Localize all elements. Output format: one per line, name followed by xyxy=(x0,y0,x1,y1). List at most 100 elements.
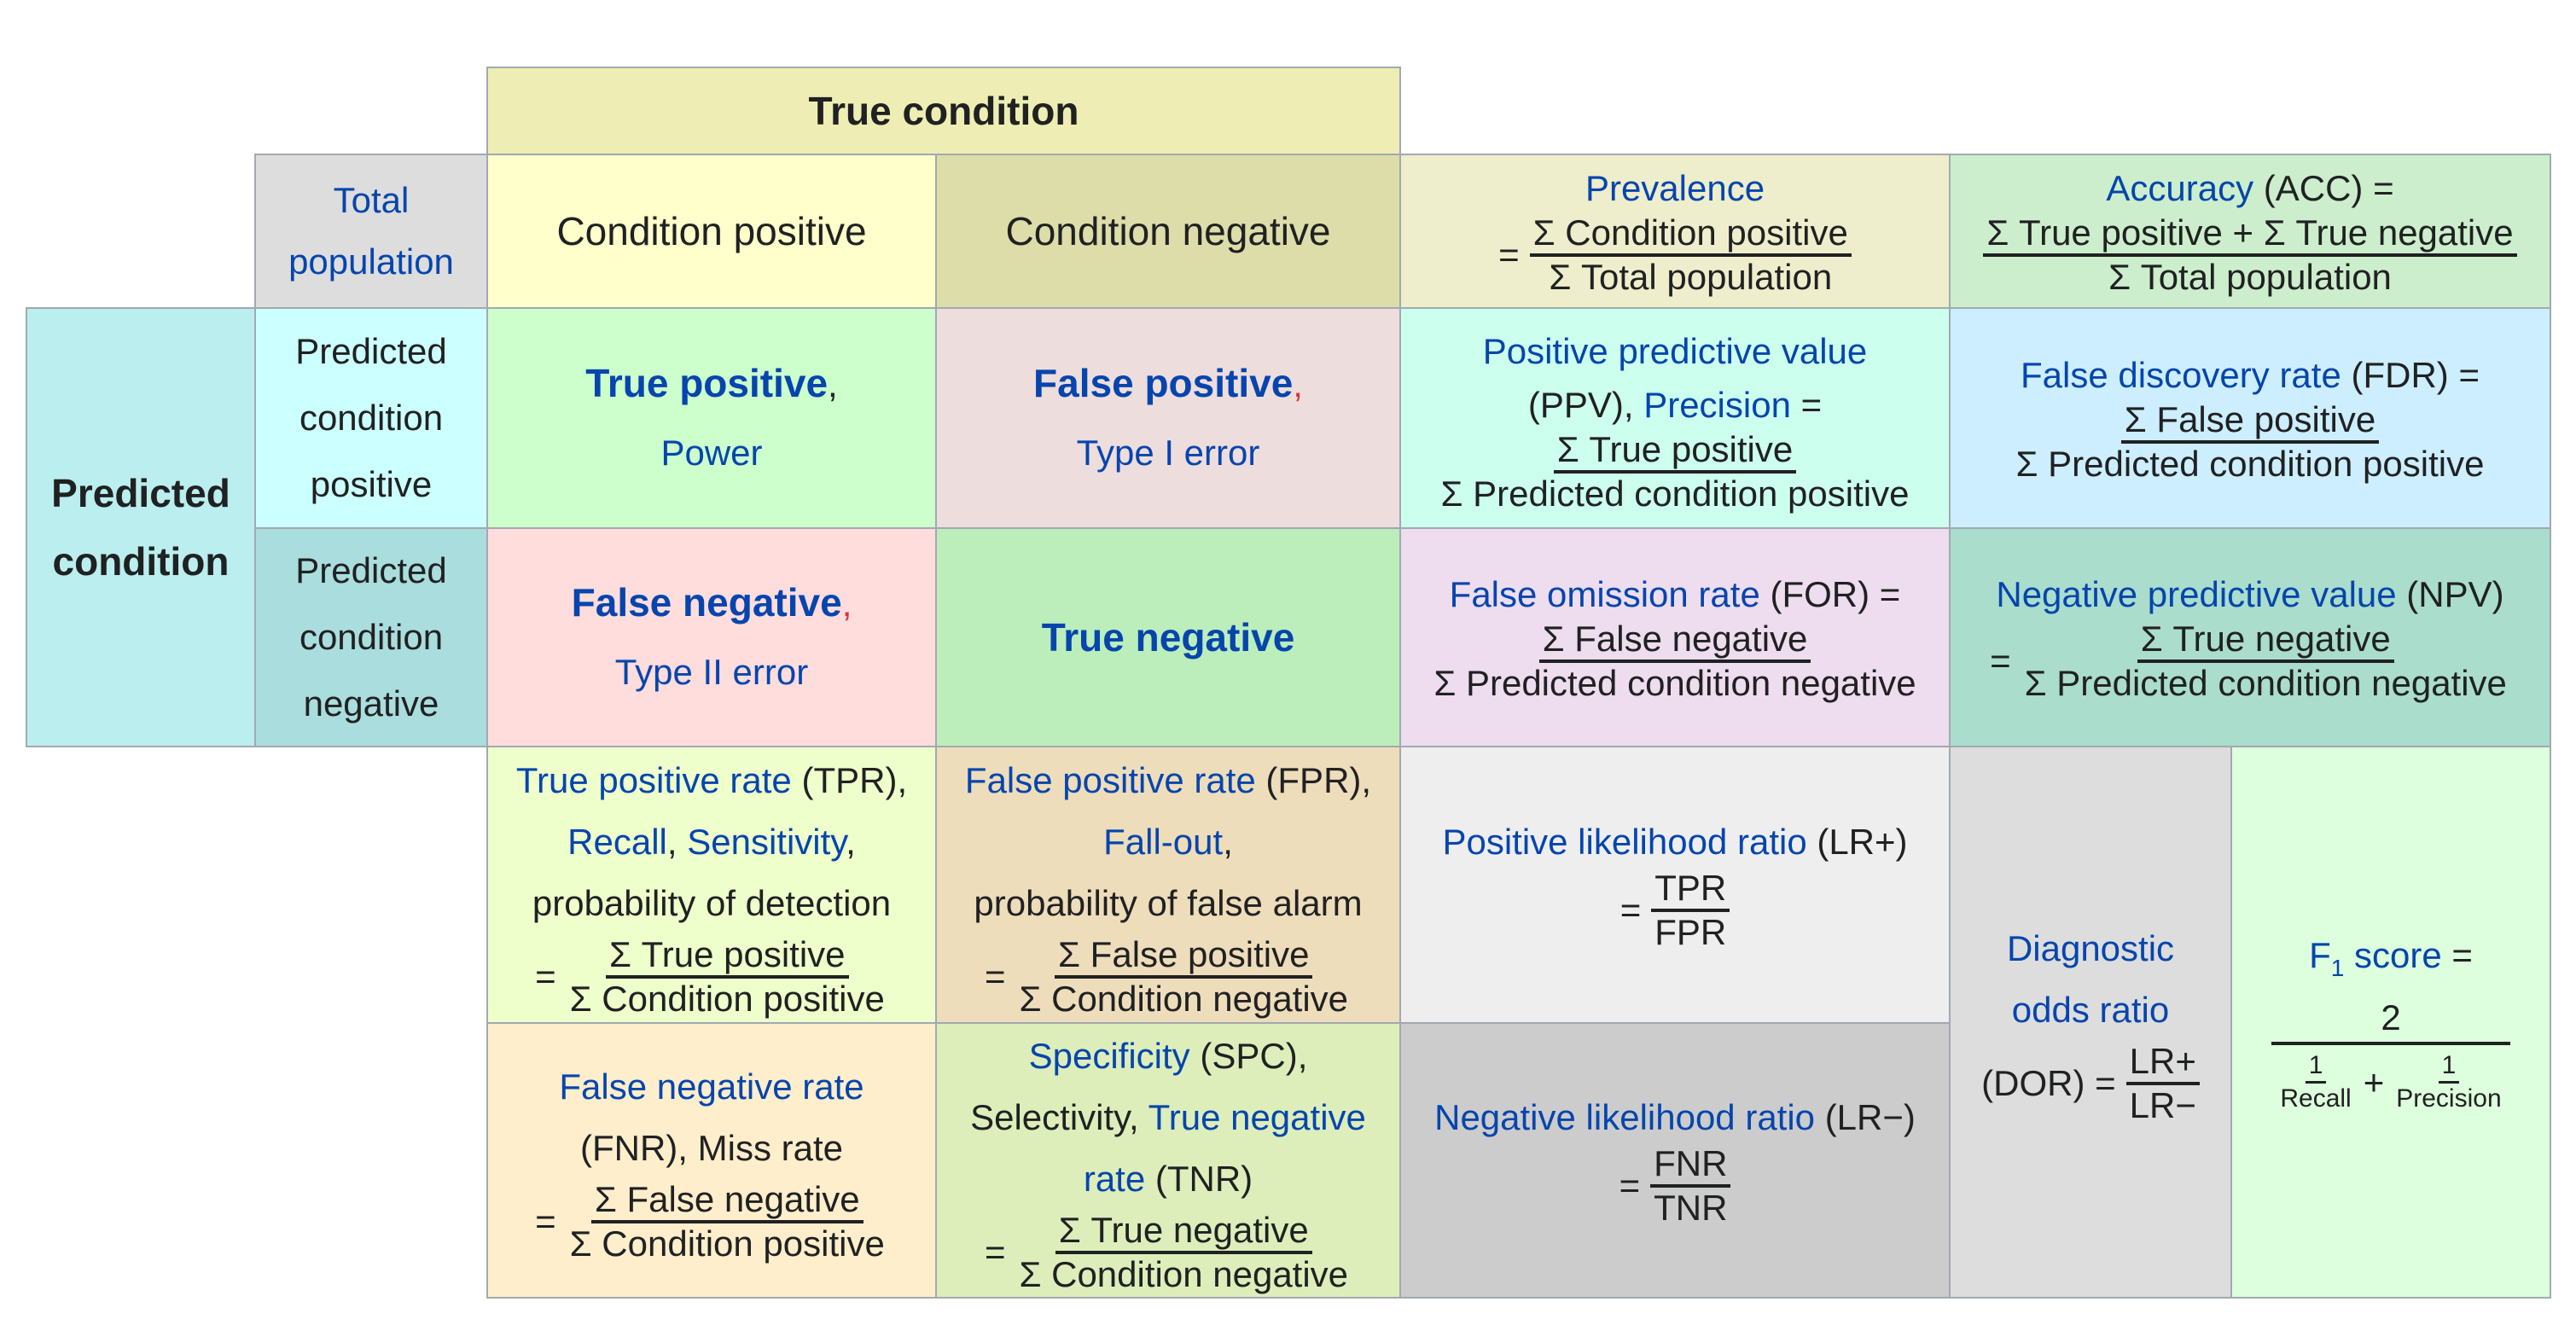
fnr-equals: = xyxy=(535,1201,556,1241)
fdr-cell: False discovery rate (FDR) = Σ False pos… xyxy=(1949,307,2551,529)
false-negative-cell: False negative, Type II error xyxy=(486,527,937,747)
fnr-cell: False negative rate (FNR), Miss rate = Σ… xyxy=(486,1022,937,1299)
prevalence-cell: Prevalence = Σ Condition positive Σ Tota… xyxy=(1399,154,1951,309)
total-population-line1[interactable]: Total xyxy=(333,180,410,220)
lr-negative-link[interactable]: Negative likelihood ratio xyxy=(1434,1097,1816,1137)
accuracy-abbr: (ACC) = xyxy=(2253,168,2394,208)
dor-link-line1[interactable]: Diagnostic xyxy=(2006,928,2175,968)
for-cell: False omission rate (FOR) = Σ False nega… xyxy=(1399,527,1951,747)
tpr-equals: = xyxy=(535,956,556,997)
prevalence-link[interactable]: Prevalence xyxy=(1585,168,1765,208)
total-population-line2[interactable]: population xyxy=(288,241,454,282)
tnr-link-part2[interactable]: rate xyxy=(1083,1159,1146,1199)
lr-positive-fraction: TPR FPR xyxy=(1651,868,1730,953)
fnr-line2: (FNR), Miss rate xyxy=(580,1128,843,1168)
specificity-numerator: Σ True negative xyxy=(1055,1210,1312,1254)
false-negative-comma: , xyxy=(841,584,852,624)
fnr-numerator: Σ False negative xyxy=(590,1179,864,1223)
prevalence-equals: = xyxy=(1498,235,1520,275)
lr-positive-denominator: FPR xyxy=(1654,912,1727,952)
true-condition-label: True condition xyxy=(808,89,1079,133)
true-positive-link[interactable]: True positive xyxy=(585,361,829,405)
fdr-link[interactable]: False discovery rate xyxy=(2021,355,2341,395)
accuracy-denominator: Σ Total population xyxy=(2108,257,2392,297)
pcp-line3: positive xyxy=(310,464,433,504)
type-ii-error-link[interactable]: Type II error xyxy=(614,652,809,692)
accuracy-cell: Accuracy (ACC) = Σ True positive + Σ Tru… xyxy=(1949,154,2551,309)
true-positive-cell: True positive, Power xyxy=(486,307,937,529)
npv-fraction: Σ True negative Σ Predicted condition ne… xyxy=(2021,619,2510,704)
f1-precision-fraction: 1 Precision xyxy=(2393,1050,2504,1114)
f1-numerator: 2 xyxy=(2271,994,2510,1045)
ppv-equals: = xyxy=(1790,385,1823,425)
lr-positive-link[interactable]: Positive likelihood ratio xyxy=(1442,822,1807,862)
tpr-comma: , xyxy=(846,822,856,862)
false-negative-link[interactable]: False negative xyxy=(571,580,842,625)
lr-positive-cell: Positive likelihood ratio (LR+) = TPR FP… xyxy=(1399,746,1951,1024)
tnr-abbr: (TNR) xyxy=(1145,1159,1253,1199)
sensitivity-link[interactable]: Sensitivity xyxy=(687,822,846,862)
npv-denominator: Σ Predicted condition negative xyxy=(2024,663,2507,703)
condition-negative-label: Condition negative xyxy=(1005,209,1331,253)
dor-cell: Diagnostic odds ratio (DOR) = LR+ LR− xyxy=(1949,746,2232,1299)
fpr-link[interactable]: False positive rate xyxy=(964,760,1256,800)
dor-link-line2[interactable]: odds ratio xyxy=(2011,990,2170,1030)
f1-score-cell: F1 score = 2 1 Recall + 1 Precision xyxy=(2230,746,2551,1299)
fdr-denominator: Σ Predicted condition positive xyxy=(2015,444,2485,484)
specificity-fraction: Σ True negative Σ Condition negative xyxy=(1015,1210,1352,1295)
lr-negative-cell: Negative likelihood ratio (LR−) = FNR TN… xyxy=(1399,1022,1951,1299)
npv-equals: = xyxy=(1990,641,2011,681)
for-link[interactable]: False omission rate xyxy=(1449,574,1760,614)
fpr-numerator: Σ False positive xyxy=(1055,934,1313,979)
tpr-link[interactable]: True positive rate xyxy=(515,760,792,800)
f1-name-main[interactable]: F xyxy=(2309,935,2331,975)
specificity-link[interactable]: Specificity xyxy=(1028,1036,1190,1076)
recall-link[interactable]: Recall xyxy=(567,822,667,862)
pcn-line3: negative xyxy=(303,683,439,724)
true-condition-header: True condition xyxy=(486,67,1401,155)
specificity-equals: = xyxy=(984,1232,1006,1272)
dor-fraction: LR+ LR− xyxy=(2125,1041,2200,1126)
type-i-error-link[interactable]: Type I error xyxy=(1076,433,1260,473)
npv-link[interactable]: Negative predictive value xyxy=(1996,574,2397,614)
fpr-fraction: Σ False positive Σ Condition negative xyxy=(1015,934,1352,1020)
lr-negative-denominator: TNR xyxy=(1654,1188,1728,1228)
npv-abbr: (NPV) xyxy=(2396,574,2504,614)
ppv-cell: Positive predictive value (PPV), Precisi… xyxy=(1399,307,1951,529)
power-link[interactable]: Power xyxy=(660,433,763,473)
predicted-condition-line1: Predicted xyxy=(51,471,230,515)
f1-subscript[interactable]: 1 xyxy=(2330,955,2345,981)
false-positive-comma: , xyxy=(1293,364,1303,404)
ppv-link[interactable]: Positive predictive value xyxy=(1482,331,1868,371)
pcn-line2: condition xyxy=(299,617,444,657)
f1-score-link[interactable]: F1 score xyxy=(2309,935,2442,981)
condition-positive-label: Condition positive xyxy=(556,209,867,253)
fpr-cell: False positive rate (FPR), Fall-out, pro… xyxy=(935,746,1401,1024)
accuracy-fraction: Σ True positive + Σ True negative Σ Tota… xyxy=(1983,212,2517,298)
specificity-denominator: Σ Condition negative xyxy=(1019,1254,1349,1294)
f1-recall-numerator: 1 xyxy=(2305,1050,2327,1084)
lr-positive-numerator: TPR xyxy=(1651,868,1730,912)
fall-out-link[interactable]: Fall-out xyxy=(1103,822,1224,862)
fnr-link[interactable]: False negative rate xyxy=(559,1066,864,1107)
pcp-line2: condition xyxy=(299,398,444,438)
condition-negative-cell: Condition negative xyxy=(935,154,1401,309)
total-population-cell: Total population xyxy=(254,154,488,309)
precision-link[interactable]: Precision xyxy=(1643,385,1791,425)
pcp-line1: Predicted xyxy=(295,331,447,371)
false-positive-cell: False positive, Type I error xyxy=(935,307,1401,529)
fpr-description: probability of false alarm xyxy=(974,883,1363,923)
for-abbr: (FOR) = xyxy=(1759,574,1901,614)
tnr-link-part1[interactable]: True negative xyxy=(1148,1097,1366,1137)
lr-positive-equals: = xyxy=(1619,890,1642,930)
f1-name-rest[interactable]: score xyxy=(2344,935,2442,975)
condition-positive-cell: Condition positive xyxy=(486,154,937,309)
for-fraction: Σ False negative Σ Predicted condition n… xyxy=(1430,619,1919,704)
fpr-comma: , xyxy=(1223,822,1233,862)
true-negative-link[interactable]: True negative xyxy=(1041,615,1295,660)
false-positive-link[interactable]: False positive xyxy=(1033,361,1294,405)
accuracy-link[interactable]: Accuracy xyxy=(2106,168,2254,208)
prevalence-denominator: Σ Total population xyxy=(1549,257,1833,297)
tpr-numerator: Σ True positive xyxy=(606,934,849,979)
ppv-numerator: Σ True positive xyxy=(1553,429,1797,474)
